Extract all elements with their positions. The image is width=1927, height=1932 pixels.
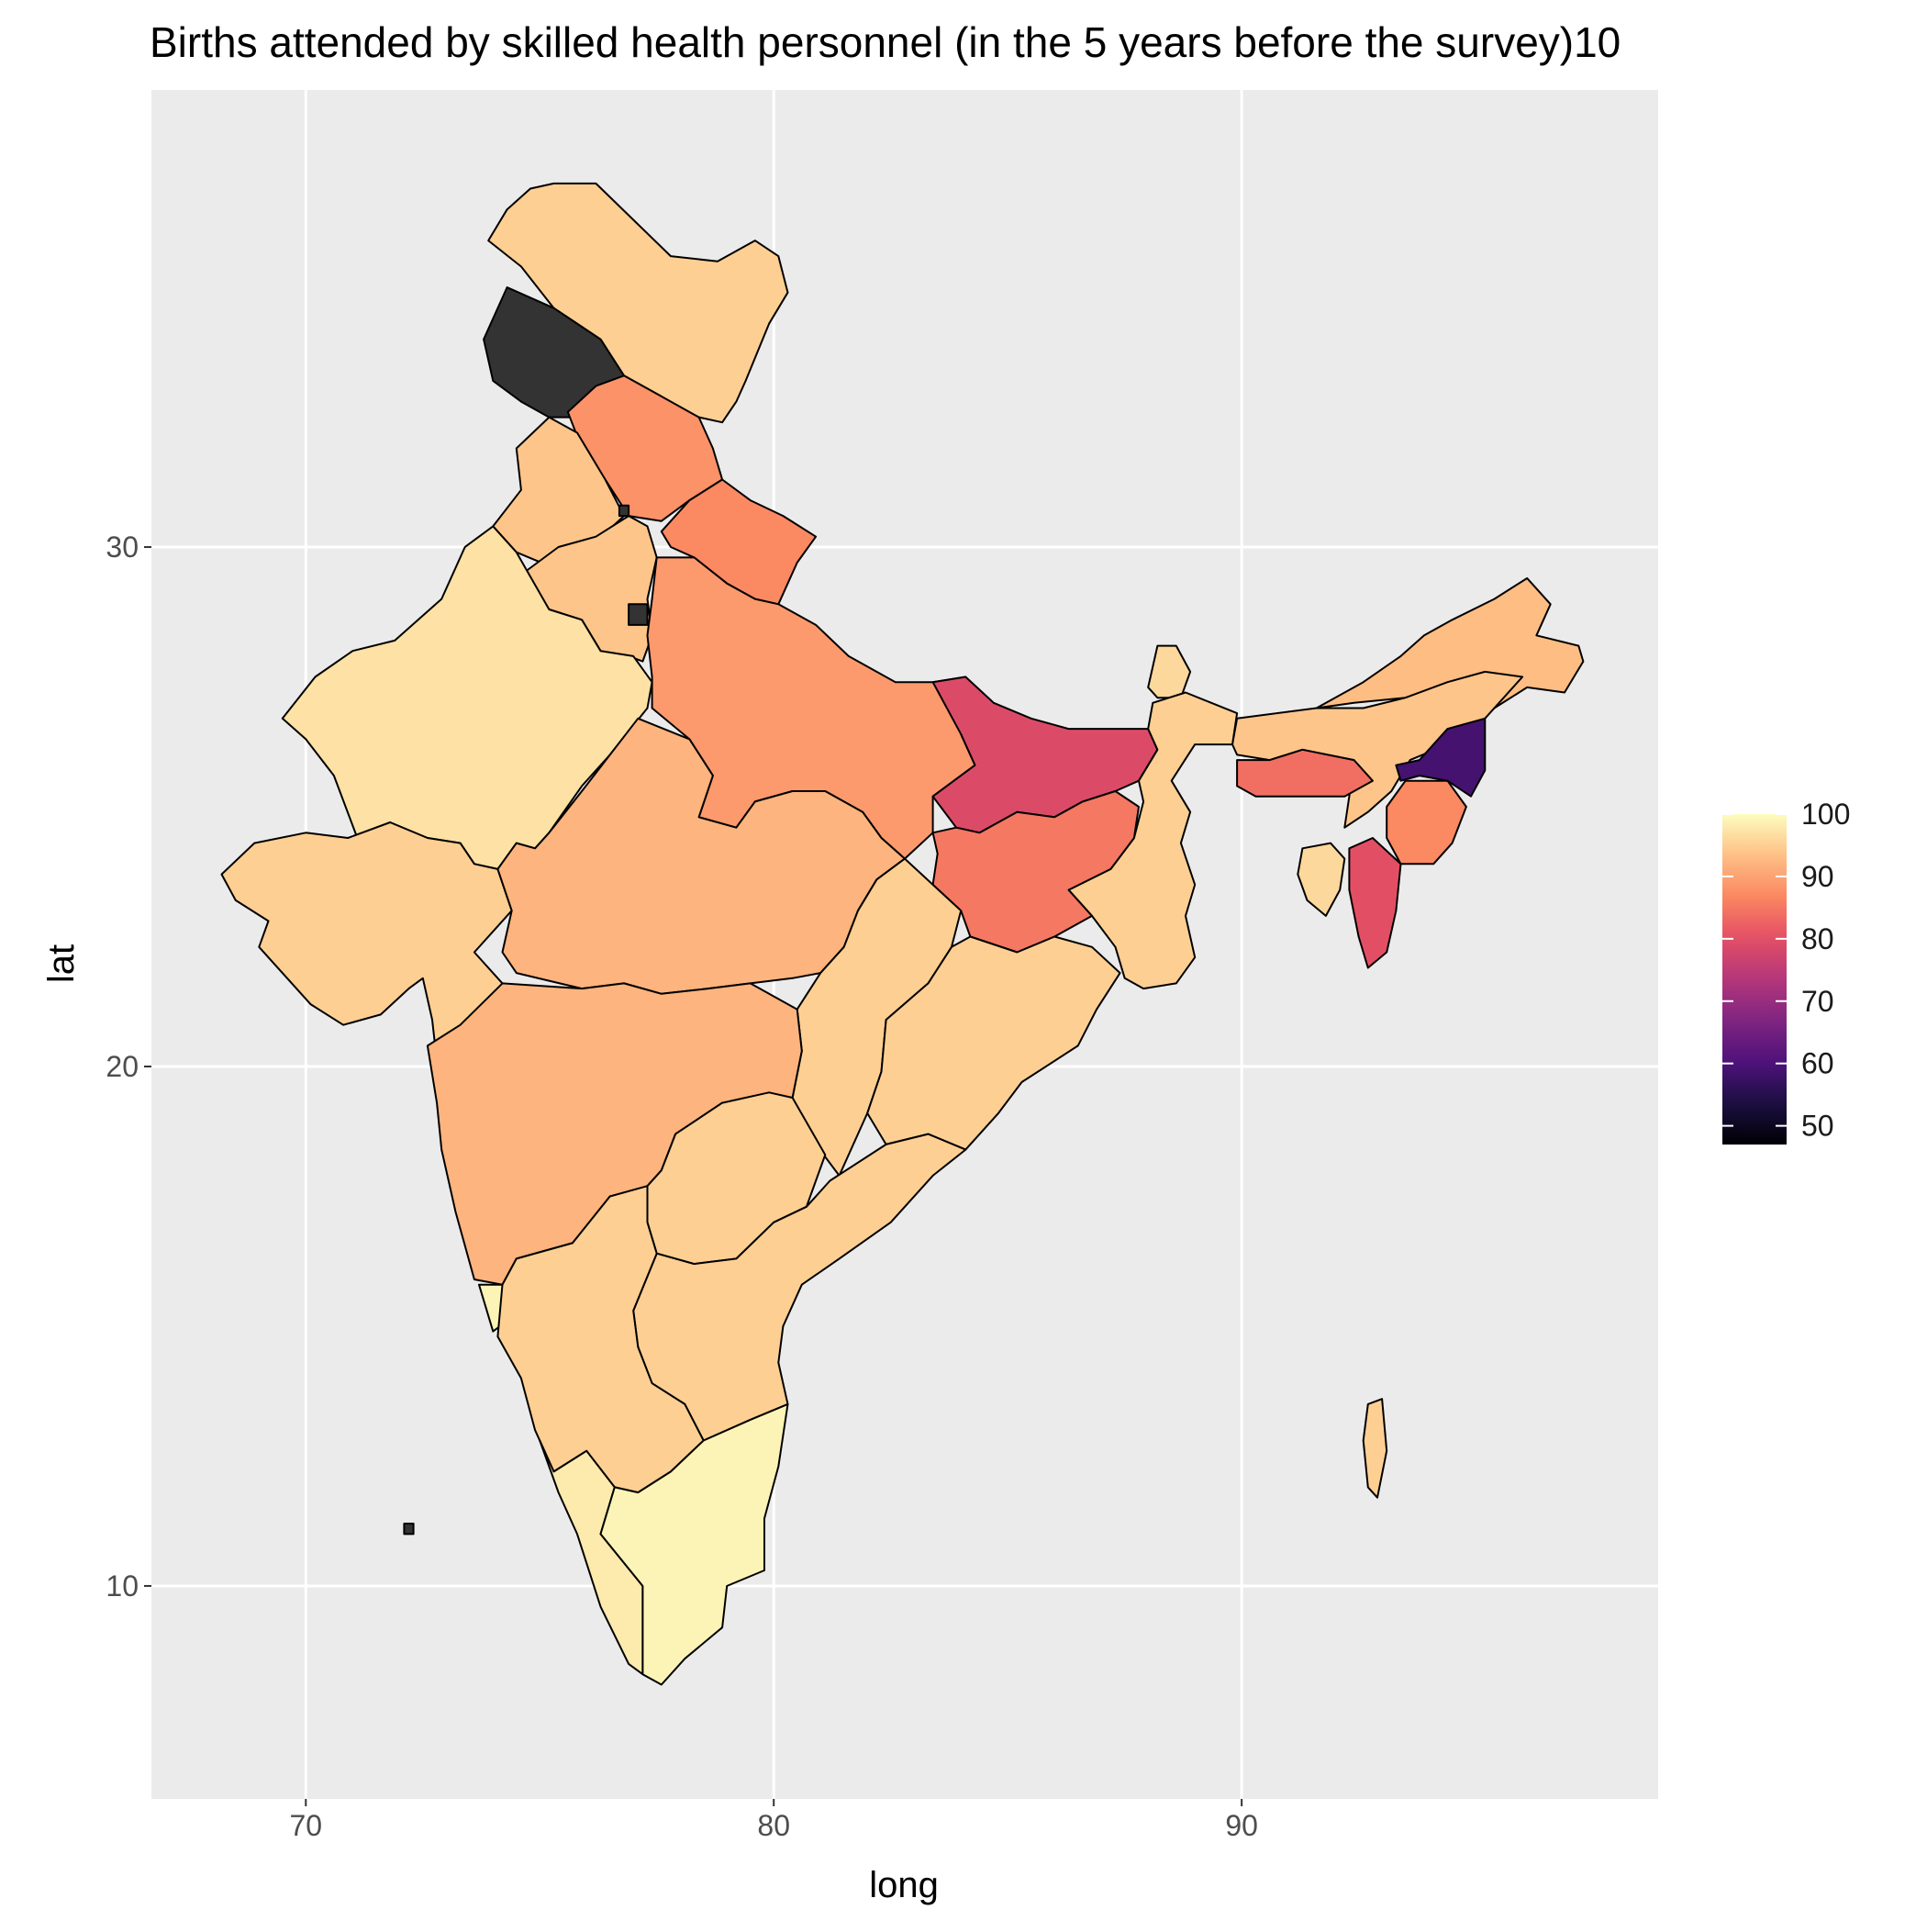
- region-tripura: Tripura: 96: [1297, 842, 1346, 917]
- region-lakshadweep: Lakshadweep: NA: [403, 1523, 415, 1536]
- region-sikkim: Sikkim: 96: [1147, 644, 1192, 699]
- region-ladakh: Ladakh: 95: [487, 182, 789, 424]
- y-tick-label: 10: [106, 1569, 139, 1603]
- y-tick-label: 30: [106, 530, 139, 564]
- regions: Ladakh: 95Jammu and Kashmir: NAHimachal …: [220, 182, 1585, 1686]
- y-tick-label: 20: [106, 1050, 139, 1083]
- legend: 100 90 80 70 60 50: [1722, 798, 1850, 1145]
- region-tamil-nadu: Tamil Nadu: 99: [599, 1402, 789, 1686]
- legend-tick-label: 100: [1801, 798, 1850, 831]
- region-nagaland: Nagaland: 59: [1395, 717, 1487, 798]
- legend-tick-label: 50: [1801, 1110, 1834, 1143]
- x-axis-title: long: [869, 1865, 939, 1905]
- region-andaman-and-nicobar-islands: Andaman and Nicobar Islands: 95: [1362, 1398, 1388, 1499]
- region-west-bengal: West Bengal: 95: [1067, 691, 1239, 990]
- legend-tick-label: 70: [1801, 985, 1834, 1018]
- region-manipur: Manipur: 87: [1386, 779, 1467, 865]
- x-tick-label: 70: [289, 1809, 322, 1842]
- region-mizoram: Mizoram: 80: [1348, 837, 1402, 969]
- y-axis-title: lat: [41, 944, 82, 983]
- region-delhi: Delhi: NA: [628, 603, 649, 626]
- legend-tick-label: 60: [1801, 1047, 1834, 1080]
- legend-tick-label: 90: [1801, 860, 1834, 893]
- region-uttar-pradesh: Uttar Pradesh: 89: [646, 556, 981, 860]
- region-meghalaya: Meghalaya: 84: [1236, 748, 1374, 798]
- axes: 70 80 90 10 20 30: [106, 530, 1258, 1842]
- map-title: Births attended by skilled health person…: [150, 18, 1621, 66]
- region-chandigarh: Chandigarh: NA: [618, 504, 630, 518]
- legend-colorbar: [1722, 814, 1787, 1145]
- x-tick-label: 90: [1225, 1809, 1258, 1842]
- region-odisha: Odisha: 95: [866, 935, 1121, 1151]
- x-tick-label: 80: [757, 1809, 790, 1842]
- legend-tick-label: 80: [1801, 922, 1834, 955]
